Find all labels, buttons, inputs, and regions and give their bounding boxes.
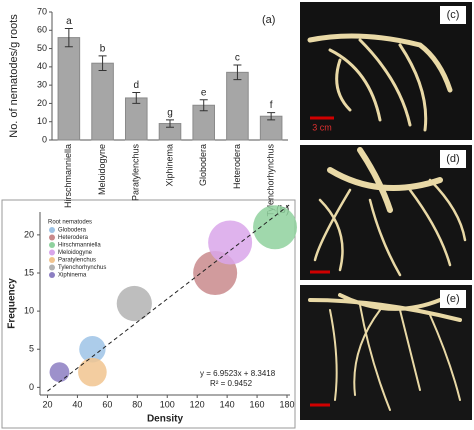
panel-frame [1,199,296,429]
panel-label: (e) [446,293,459,305]
legend-label: Hirschmanniella [58,243,101,249]
legend-label: Xiphinema [58,273,87,279]
y-tick-label: 0 [29,382,34,392]
legend-label: Tylenchorhynchus [58,265,106,271]
legend-label: Heterodera [58,235,89,241]
annotation: f [270,100,273,111]
root [327,147,443,213]
legend-title: Root nematodes [48,220,92,226]
x-tick-label: 180 [279,399,294,409]
x-tick-label: Tylenchorhynchus [266,144,276,217]
x-tick-label: Globodera [198,144,208,186]
y-tick-label: 20 [37,98,47,108]
y-tick-label: 10 [24,306,34,316]
x-tick-label: 80 [132,399,142,409]
x-tick-label: 20 [42,399,52,409]
annotation: d [134,80,140,91]
error-bar [98,55,107,72]
root [329,304,461,411]
y-tick-label: 40 [37,61,47,71]
bubble [78,357,107,387]
bubble [253,205,298,250]
error-bar [132,91,141,104]
scale-label: 3 cm [312,122,332,132]
annotation: e [201,87,207,98]
x-tick-label: Heterodera [232,144,242,189]
annotation: a [66,16,72,27]
y-tick-label: 5 [29,344,34,354]
legend-swatch [49,234,55,241]
panel-label: (d) [446,153,459,165]
panel-label: (a) [262,14,275,26]
legend-swatch [49,249,55,256]
annotation: c [235,53,240,64]
annotation: g [167,108,173,119]
root [307,33,453,93]
x-tick-label: 140 [220,399,235,409]
x-tick-label: Paratylenchus [131,144,141,202]
y-tick-label: 50 [37,43,47,53]
bar [226,71,249,141]
bar [91,62,114,141]
trendline [47,203,291,392]
error-bar [166,119,174,128]
y-axis-label: Frequency [7,278,18,329]
label-box [440,150,466,168]
legend-swatch [49,264,55,271]
photo-c: (c) 3 cm [300,2,472,140]
label-box [440,6,466,24]
x-tick-label: 60 [102,399,112,409]
root [313,178,467,277]
root [328,38,428,132]
y-tick-label: 20 [24,229,34,239]
y-tick-label: 0 [42,134,47,144]
x-axis-label: Density [147,414,184,425]
photo-d: (d) [300,145,472,280]
y-axis-label: No. of nematodes/g roots [8,14,20,138]
legend-label: Meloidogyne [58,250,93,256]
legend-label: Paratylenchus [58,258,96,264]
error-bar [199,99,208,112]
panel-label: (c) [447,9,460,21]
x-tick-label: 160 [250,399,265,409]
x-tick-label: 100 [160,399,175,409]
legend-swatch [49,242,55,248]
y-tick-label: 30 [37,80,47,90]
y-tick-label: 10 [37,116,47,126]
error-bar [64,27,73,48]
photo-e: (e) [300,285,472,420]
legend-label: Globodera [58,228,87,234]
root [308,293,462,322]
x-tick-label: 120 [190,399,205,409]
r-squared: R² = 0.9452 [210,379,253,388]
bubble [208,220,253,265]
y-tick-label: 60 [37,25,47,35]
y-tick-label: 15 [24,267,34,277]
y-tick-label: 70 [37,6,47,16]
bubble [79,336,106,363]
bar [57,37,81,141]
bar [124,97,148,141]
legend-swatch [49,272,55,278]
x-tick-label: Hirschmanniella [63,144,73,208]
x-tick-label: 40 [72,399,82,409]
equation: y = 6.9523x + 8.3418 [200,369,276,378]
error-bar [267,112,276,121]
error-bar [233,64,242,81]
bubble [49,362,70,383]
x-tick-label: Xiphinema [164,144,174,187]
legend-swatch [49,227,55,233]
legend-swatch [49,257,55,263]
annotation: b [100,44,106,55]
x-tick-label: Meloidogyne [97,144,107,195]
bubble [116,285,152,322]
label-box [440,290,466,308]
